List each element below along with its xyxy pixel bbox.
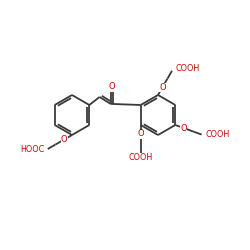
Text: HOOC: HOOC — [20, 144, 45, 154]
Text: O: O — [137, 130, 144, 138]
Text: O: O — [159, 83, 166, 92]
Text: COOH: COOH — [206, 130, 230, 139]
Text: O: O — [108, 82, 115, 92]
Text: COOH: COOH — [128, 154, 153, 162]
Text: O: O — [61, 135, 68, 144]
Text: O: O — [180, 124, 187, 132]
Text: COOH: COOH — [176, 64, 200, 73]
